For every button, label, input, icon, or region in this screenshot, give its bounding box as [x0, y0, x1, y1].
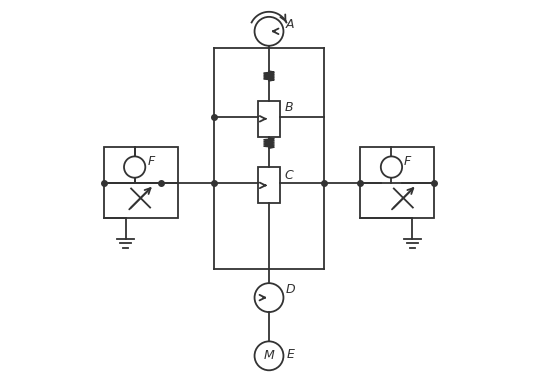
- Bar: [258, 101, 280, 137]
- Text: M: M: [264, 349, 274, 362]
- Bar: [360, 147, 435, 218]
- Bar: [258, 167, 280, 203]
- Text: F: F: [147, 155, 154, 168]
- Text: E: E: [287, 348, 294, 361]
- Text: A: A: [285, 18, 294, 31]
- Text: B: B: [285, 101, 293, 114]
- Text: F: F: [404, 155, 411, 168]
- Text: C: C: [285, 169, 293, 181]
- Bar: [103, 147, 178, 218]
- Text: D: D: [285, 283, 295, 296]
